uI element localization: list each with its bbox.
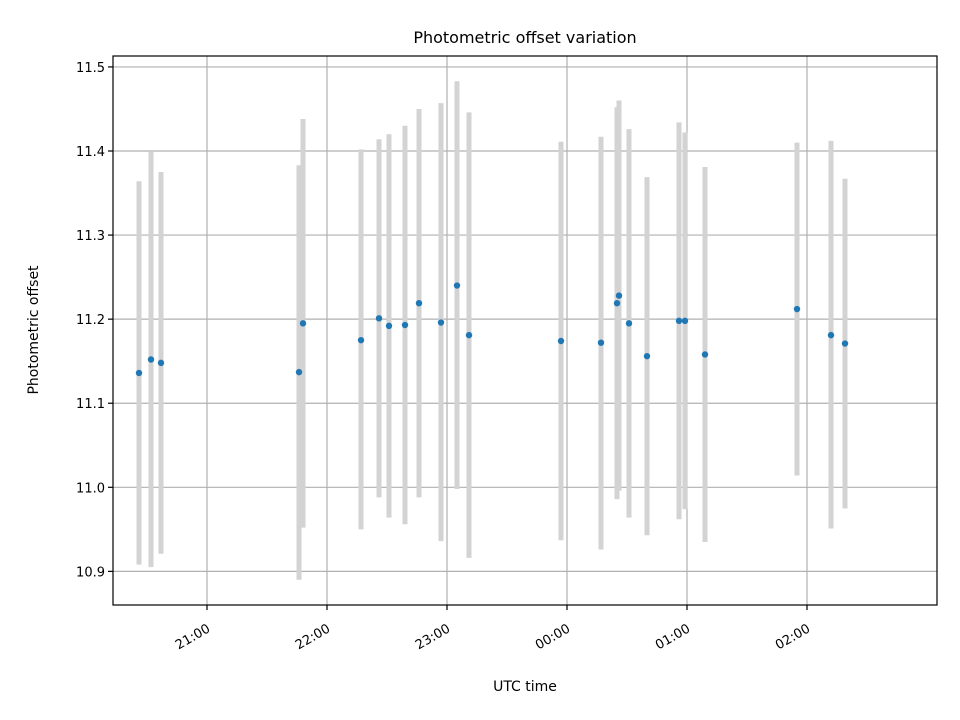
data-point <box>375 315 383 322</box>
y-tick-label: 10.9 <box>76 565 105 580</box>
data-point <box>675 317 683 325</box>
y-tick-label: 11.0 <box>76 481 105 496</box>
data-point <box>613 299 621 307</box>
y-axis-label: Photometric offset <box>26 265 42 395</box>
data-point <box>701 351 709 358</box>
data-point <box>465 331 473 339</box>
data-point <box>157 359 165 367</box>
data-point <box>841 340 849 347</box>
data-point <box>453 282 461 289</box>
data-point <box>625 320 633 327</box>
data-points <box>135 282 849 377</box>
y-tick-label: 11.5 <box>76 61 105 76</box>
y-tick-label: 11.4 <box>76 145 105 160</box>
data-point <box>793 305 801 313</box>
chart-title: Photometric offset variation <box>413 28 636 47</box>
data-point <box>681 317 689 325</box>
data-point <box>135 369 143 377</box>
data-point <box>299 320 307 327</box>
data-point <box>437 319 445 326</box>
data-point <box>401 321 409 329</box>
y-tick-label: 11.3 <box>76 229 105 244</box>
data-point <box>357 336 365 344</box>
data-point <box>295 368 303 376</box>
data-point <box>385 322 393 330</box>
data-point <box>643 352 651 360</box>
data-point <box>557 337 565 345</box>
data-point <box>415 299 423 307</box>
plot-frame <box>112 55 938 606</box>
data-point <box>827 331 835 339</box>
data-point <box>615 292 623 299</box>
data-point <box>147 356 155 363</box>
data-point <box>597 339 605 346</box>
y-tick-label: 11.1 <box>76 397 105 412</box>
x-axis-label: UTC time <box>493 679 557 695</box>
y-tick-label: 11.2 <box>76 313 105 328</box>
